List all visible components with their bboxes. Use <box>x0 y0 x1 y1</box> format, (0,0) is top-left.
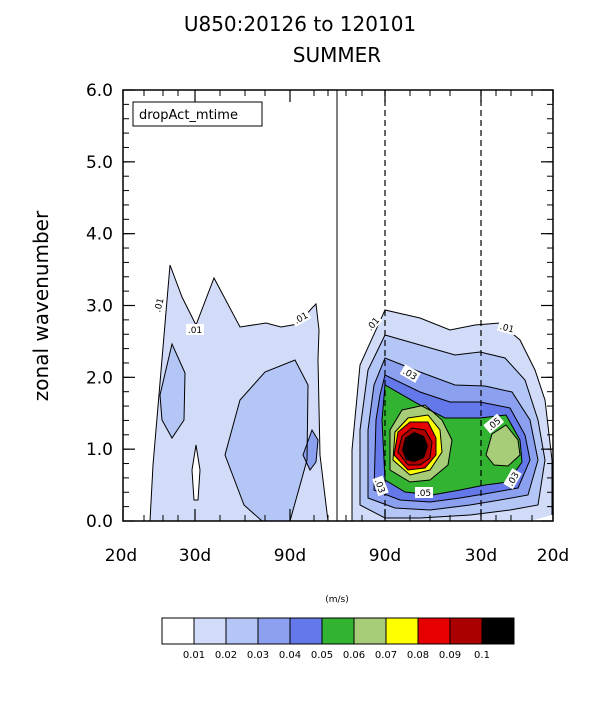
legend-box <box>132 101 263 127</box>
contour-line-east-0.06a <box>389 404 453 483</box>
x-tick-labels: 20d 30d 90d 90d 30d 20d <box>105 546 569 566</box>
contour-line-east-0.06b <box>485 424 521 467</box>
colorbar-swatch <box>225 617 259 645</box>
colorbar-swatch <box>417 617 451 645</box>
y-tick-label: 3.0 <box>86 297 113 317</box>
colorbar-units: (m/s) <box>325 595 349 605</box>
colorbar-swatch <box>385 617 419 645</box>
colorbar-swatch <box>353 617 387 645</box>
svg-text:.05: .05 <box>417 489 431 499</box>
x-tick-label: 30d <box>179 546 211 566</box>
svg-text:.01: .01 <box>499 322 515 335</box>
svg-text:.01: .01 <box>153 297 166 313</box>
x-tick-label: 20d <box>105 546 137 566</box>
colorbar-swatch <box>161 617 195 645</box>
title-line-2: SUMMER <box>293 43 381 67</box>
colorbar-swatch <box>481 617 515 645</box>
colorbar-label: 0.09 <box>439 650 461 661</box>
colorbar-swatch <box>257 617 291 645</box>
y-axis-label: zonal wavenumber <box>29 210 53 401</box>
contour-label-9: .03 <box>372 475 389 497</box>
legend-box-label: dropAct_mtime <box>139 108 238 123</box>
contour-line-west-0.02a <box>159 342 186 439</box>
contour-label-2: .01 <box>186 324 204 336</box>
colorbar-label: 0.04 <box>279 650 301 661</box>
contour-line-west-0.03 <box>302 428 319 471</box>
colorbar-swatch <box>289 617 323 645</box>
colorbar-label: 0.03 <box>247 650 269 661</box>
contour-line-west-0.01 <box>149 264 329 522</box>
svg-text:.03: .03 <box>372 478 386 495</box>
contour-line-east-0.07 <box>392 414 443 476</box>
title-line-1: U850:20126 to 120101 <box>184 12 416 36</box>
contour-fill-east-0.1 <box>402 432 428 462</box>
axes <box>122 89 554 522</box>
x-tick-label: 90d <box>274 546 306 566</box>
colorbar: 0.01 0.02 0.03 0.04 0.05 0.06 0.07 0.08 0.09 0.1 <box>161 617 515 661</box>
y-tick-label: 0.0 <box>86 512 113 532</box>
svg-text:.01: .01 <box>188 326 202 336</box>
contour-line-east-0.01 <box>351 309 553 521</box>
contour-line-east-0.03 <box>367 357 539 511</box>
y-tick-label: 4.0 <box>86 225 113 245</box>
contour-label-1: .01 <box>151 295 167 315</box>
colorbar-swatch <box>321 617 355 645</box>
contour-label-5: .01 <box>497 319 518 336</box>
y-tick-labels: 0.0 1.0 2.0 3.0 4.0 5.0 6.0 <box>86 81 113 532</box>
x-tick-label: 90d <box>369 546 401 566</box>
contour-line-east-0.08 <box>393 421 437 471</box>
contour-line-west-hole <box>191 444 201 501</box>
colorbar-label: 0.07 <box>375 650 397 661</box>
colorbar-label: 0.06 <box>343 650 365 661</box>
contour-fill-west-0.02b <box>225 360 308 521</box>
colorbar-swatch <box>449 617 483 645</box>
colorbar-label: 0.02 <box>215 650 237 661</box>
contour-fill-east-0.06b <box>486 425 520 466</box>
colorbar-label: 0.1 <box>474 650 490 661</box>
contour-line-west-0.02b <box>224 359 309 522</box>
contour-label-8: .05 <box>415 487 433 499</box>
contour-line-east-0.02 <box>359 334 546 519</box>
contour-line-east-0.09 <box>397 427 433 466</box>
y-tick-label: 5.0 <box>86 153 113 173</box>
colorbar-label: 0.01 <box>183 650 205 661</box>
contour-line-east-0.04 <box>373 374 531 503</box>
x-tick-label: 30d <box>465 546 497 566</box>
y-tick-label: 1.0 <box>86 440 113 460</box>
x-tick-label: 20d <box>537 546 569 566</box>
colorbar-swatch <box>193 617 227 645</box>
contour-fill-west-0.02a <box>160 344 185 438</box>
y-tick-label: 6.0 <box>86 81 113 101</box>
contour-line-east-0.05 <box>381 384 523 496</box>
colorbar-label: 0.05 <box>311 650 333 661</box>
y-tick-label: 2.0 <box>86 368 113 388</box>
plot-area: .01 .01 .01 .01 .01 .03 .05 .05 .03 .03 <box>122 89 554 522</box>
colorbar-label: 0.08 <box>407 650 429 661</box>
